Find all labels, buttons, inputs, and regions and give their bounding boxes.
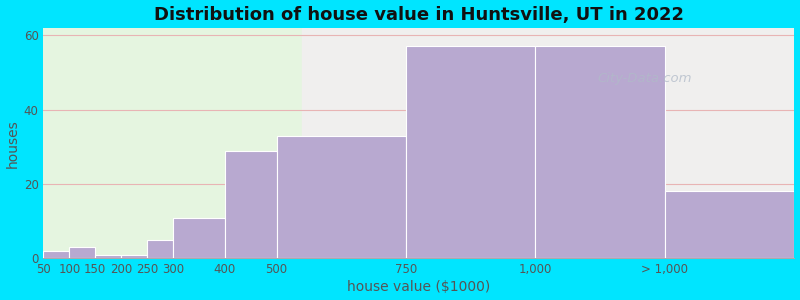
Bar [665,191,794,258]
Bar [147,240,173,258]
Bar [277,136,406,258]
Bar [406,46,535,258]
Bar [535,46,665,258]
Title: Distribution of house value in Huntsville, UT in 2022: Distribution of house value in Huntsvill… [154,6,684,24]
Bar [95,255,121,258]
Bar [225,151,277,258]
Text: City-Data.com: City-Data.com [597,72,691,85]
Bar [121,255,147,258]
Bar [70,247,95,258]
Y-axis label: houses: houses [6,119,19,167]
Bar [302,28,800,258]
X-axis label: house value ($1000): house value ($1000) [347,280,490,294]
Bar [173,218,225,258]
Bar [43,251,70,258]
